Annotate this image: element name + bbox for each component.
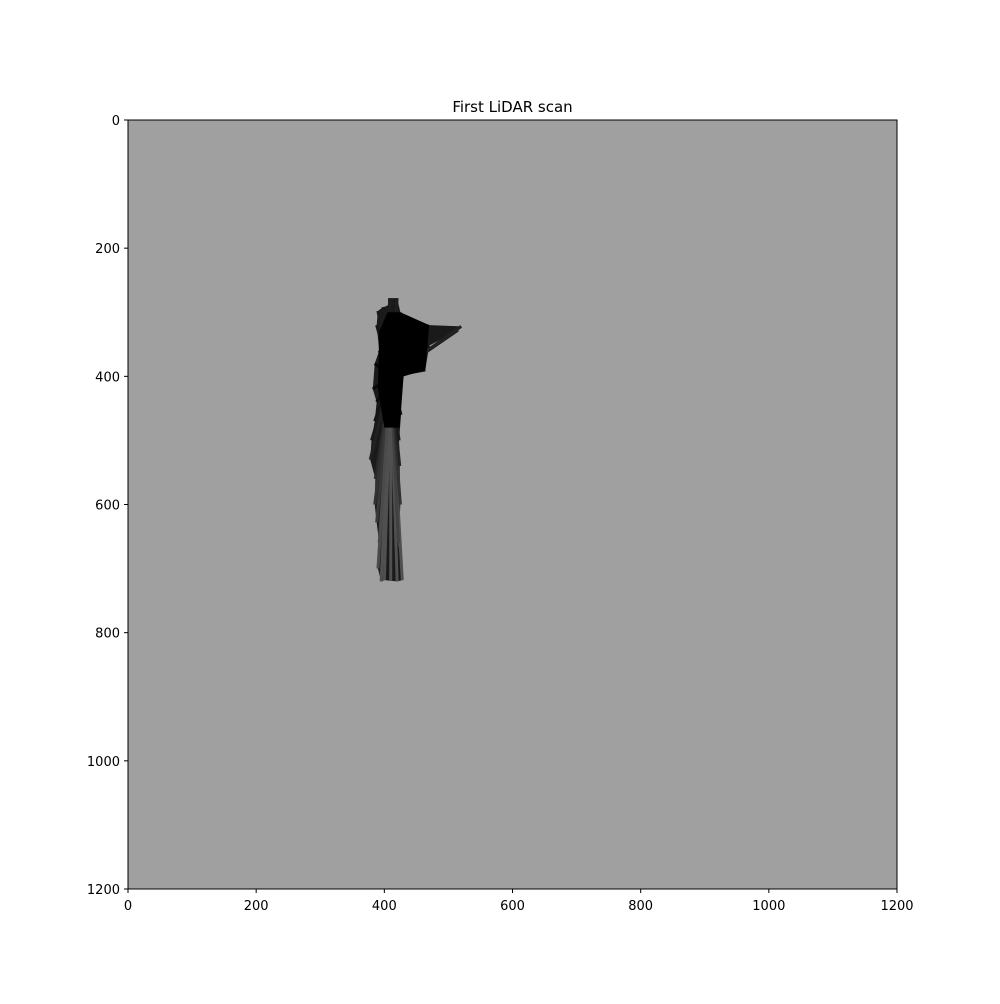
scan-dense-core bbox=[377, 312, 430, 428]
plot-area-background bbox=[128, 120, 897, 889]
x-tick-label: 400 bbox=[372, 899, 397, 914]
y-axis: 0 200 400 600 800 1000 1200 bbox=[87, 114, 128, 898]
y-tick-label: 600 bbox=[95, 499, 120, 514]
x-tick-label: 1000 bbox=[752, 899, 785, 914]
y-tick-label: 1000 bbox=[87, 755, 120, 770]
x-tick-label: 1200 bbox=[880, 899, 913, 914]
y-tick-label: 1200 bbox=[87, 883, 120, 898]
y-tick-label: 200 bbox=[95, 242, 120, 257]
chart-title: First LiDAR scan bbox=[452, 98, 572, 116]
x-axis: 0 200 400 600 800 1000 1200 bbox=[124, 889, 914, 914]
scan-layer bbox=[368, 298, 463, 582]
x-tick-label: 600 bbox=[500, 899, 525, 914]
x-tick-label: 200 bbox=[244, 899, 269, 914]
y-tick-label: 0 bbox=[112, 114, 120, 129]
x-tick-label: 0 bbox=[124, 899, 132, 914]
y-tick-label: 400 bbox=[95, 370, 120, 385]
x-tick-label: 800 bbox=[628, 899, 653, 914]
y-tick-label: 800 bbox=[95, 627, 120, 642]
